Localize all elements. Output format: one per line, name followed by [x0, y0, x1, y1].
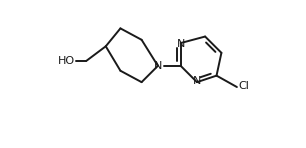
Text: N: N — [154, 61, 162, 71]
Text: N: N — [193, 76, 201, 86]
Text: HO: HO — [58, 56, 75, 66]
Text: Cl: Cl — [238, 81, 249, 91]
Text: N: N — [177, 39, 185, 49]
